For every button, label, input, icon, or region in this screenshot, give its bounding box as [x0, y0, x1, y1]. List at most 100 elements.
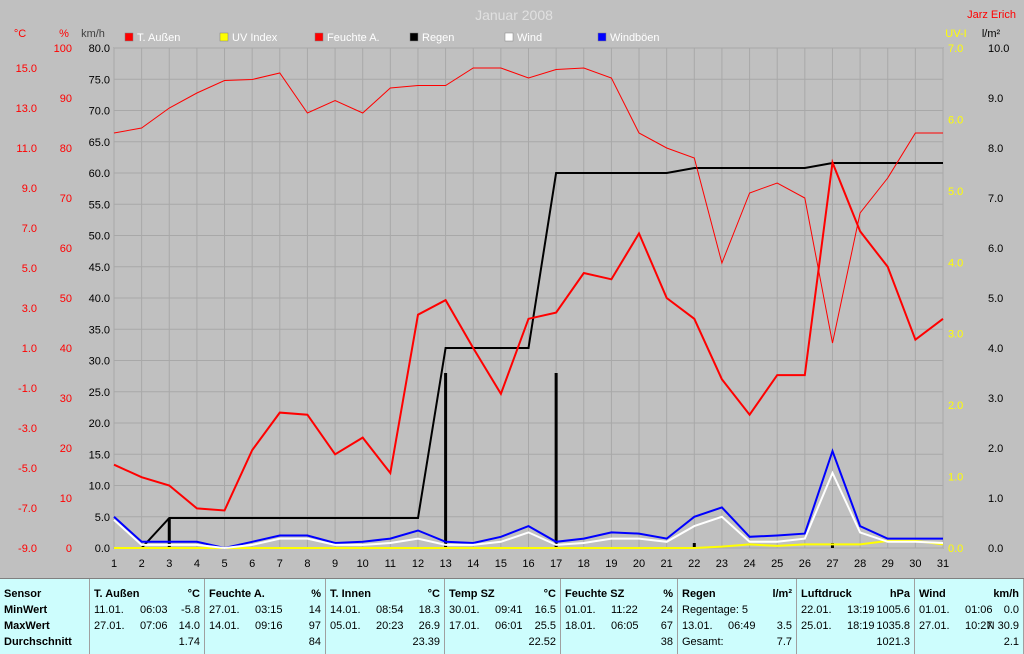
rain-tick-label: 4.0	[988, 343, 1003, 355]
stats-row-label: MaxWert	[4, 620, 50, 632]
stats-unit: %	[311, 588, 321, 600]
stats-time: 01:06	[965, 604, 993, 616]
stats-date: 22.01.	[801, 604, 832, 616]
stats-value: 26.9	[418, 620, 440, 632]
uv-tick-label: 4.0	[948, 257, 963, 269]
stats-value: 18.3	[418, 604, 440, 616]
stats-time: 07:06	[140, 620, 168, 632]
stats-unit: °C	[427, 588, 440, 600]
x-tick-label: 23	[716, 558, 728, 570]
stats-date: Gesamt:	[682, 636, 724, 648]
x-tick-label: 7	[277, 558, 283, 570]
legend-swatch	[219, 32, 229, 42]
legend-swatch	[504, 32, 514, 42]
rain-tick-label: 3.0	[988, 393, 1003, 405]
stats-date: 05.01.	[330, 620, 361, 632]
stats-column: Feuchte SZ% 01.01. 11:22 24 18.01. 06:05 67 38	[561, 579, 678, 654]
legend-swatch	[314, 32, 324, 42]
stats-header: Regen	[682, 588, 716, 600]
x-tick-label: 16	[522, 558, 534, 570]
legend: T. Außen UV Index Feuchte A. Regen Wind Windb…	[124, 32, 660, 44]
stats-time: 09:16	[255, 620, 283, 632]
x-tick-label: 1	[111, 558, 117, 570]
stats-value: 1021.3	[876, 636, 910, 648]
stats-value: 16.5	[534, 604, 556, 616]
series-line-t-au-en	[113, 158, 944, 512]
uv-axis-unit: UV-I	[945, 28, 966, 40]
uv-tick-label: 3.0	[948, 329, 963, 341]
temp-tick-label: 15.0	[16, 63, 37, 75]
legend-label: Wind	[517, 32, 542, 44]
legend-swatch	[124, 32, 134, 42]
temp-tick-label: 11.0	[16, 143, 37, 155]
author-label: Jarz Erich	[967, 9, 1016, 21]
series-line-feuchte-a-	[113, 67, 943, 344]
x-tick-label: 19	[605, 558, 617, 570]
uv-tick-label: 1.0	[948, 472, 963, 484]
temp-tick-label: 3.0	[22, 303, 37, 315]
stats-value: 1035.8	[876, 620, 910, 632]
uv-tick-label: 6.0	[948, 114, 963, 126]
stats-value: 22.52	[528, 636, 556, 648]
stats-date: 11.01.	[94, 604, 124, 616]
x-tick-label: 31	[937, 558, 949, 570]
x-tick-label: 24	[743, 558, 755, 570]
stats-unit: %	[663, 588, 673, 600]
stats-value: N 30.9	[986, 620, 1019, 632]
x-tick-label: 28	[854, 558, 866, 570]
stats-header: Temp SZ	[449, 588, 495, 600]
wind-tick-label: 0.0	[95, 543, 110, 555]
wind-tick-label: 5.0	[95, 512, 110, 524]
stats-time: 20:23	[376, 620, 404, 632]
temp-axis-unit: °C	[14, 28, 26, 40]
stats-value: 23.39	[412, 636, 440, 648]
uv-tick-label: 2.0	[948, 400, 963, 412]
stats-value: 84	[308, 636, 321, 648]
stats-time: 10:27	[965, 620, 993, 632]
humidity-tick-label: 40	[60, 343, 72, 355]
humidity-tick-label: 90	[60, 93, 72, 105]
stats-date: 14.01.	[209, 620, 240, 632]
stats-unit: km/h	[993, 588, 1019, 600]
stats-time: 08:54	[376, 604, 404, 616]
wind-tick-label: 55.0	[89, 199, 110, 211]
x-tick-label: 29	[882, 558, 894, 570]
stats-time: 18:19	[847, 620, 875, 632]
legend-label: Windböen	[610, 32, 660, 44]
stats-time: 13:19	[847, 604, 875, 616]
legend-label: Feuchte A.	[327, 32, 380, 44]
humidity-tick-label: 50	[60, 293, 72, 305]
rain-tick-label: 9.0	[988, 93, 1003, 105]
wind-tick-label: 35.0	[89, 324, 110, 336]
wind-axis-unit: km/h	[81, 28, 105, 40]
stats-value: 1.74	[178, 636, 200, 648]
temp-tick-label: 9.0	[22, 183, 37, 195]
x-tick-label: 18	[578, 558, 590, 570]
stats-value: 3.5	[776, 620, 792, 632]
stats-value: 2.1	[1003, 636, 1019, 648]
stats-header: Luftdruck	[801, 588, 852, 600]
stats-time: 06:01	[495, 620, 523, 632]
x-tick-label: 27	[826, 558, 838, 570]
wind-tick-label: 45.0	[89, 262, 110, 274]
wind-tick-label: 25.0	[89, 387, 110, 399]
rain-tick-label: 8.0	[988, 143, 1003, 155]
x-tick-label: 17	[550, 558, 562, 570]
wind-tick-label: 15.0	[89, 449, 110, 461]
wind-tick-label: 30.0	[89, 356, 110, 368]
stats-value: 25.5	[534, 620, 556, 632]
wind-tick-label: 60.0	[89, 168, 110, 180]
x-tick-label: 3	[166, 558, 172, 570]
rain-tick-label: 2.0	[988, 443, 1003, 455]
stats-date: Regentage: 5	[682, 604, 749, 616]
stats-value: 7.7	[776, 636, 792, 648]
stats-date: 30.01.	[449, 604, 480, 616]
stats-column: T. Innen °C 14.01. 08:54 18.3 05.01. 20:23 26.9…	[326, 579, 445, 654]
stats-header: Wind	[919, 588, 946, 600]
stats-date: 01.01.	[565, 604, 596, 616]
stats-header: T. Innen	[330, 588, 371, 600]
stats-date: 17.01.	[449, 620, 480, 632]
stats-value: 14	[308, 604, 321, 616]
uv-tick-label: 0.0	[948, 543, 963, 555]
stats-column: Temp SZ °C 30.01. 09:41 16.5 17.01. 06:01 25.5 2…	[445, 579, 561, 654]
